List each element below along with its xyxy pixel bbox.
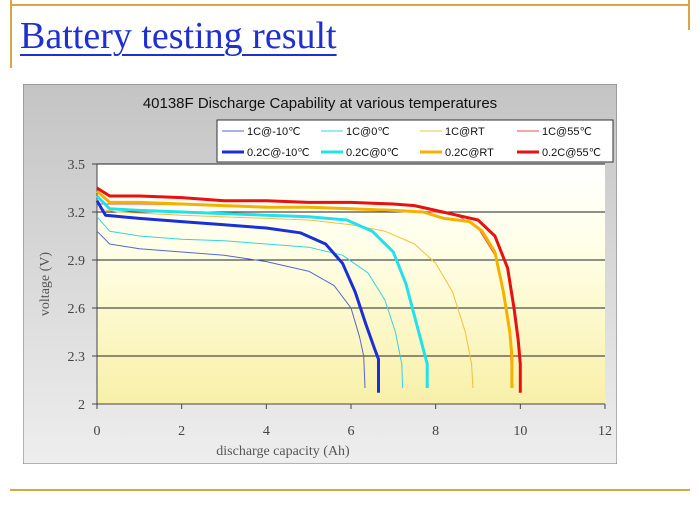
y-tick-label: 2.6	[68, 302, 86, 317]
series-line-5	[95, 194, 429, 388]
legend-label: 0.2C@0℃	[346, 147, 399, 159]
legend-label: 0.2C@55℃	[542, 147, 601, 159]
x-tick-label: 12	[598, 424, 612, 439]
slide-title: Battery testing result	[20, 15, 337, 57]
series-line-7	[96, 186, 522, 393]
slide-frame-right-rule	[688, 0, 690, 30]
x-tick-label: 10	[513, 424, 527, 439]
x-tick-label: 2	[178, 424, 185, 439]
legend-label: 1C@0℃	[346, 126, 390, 138]
legend-label: 0.2C@RT	[445, 147, 494, 159]
x-axis-label: discharge capacity (Ah)	[216, 444, 350, 459]
legend-label: 0.2C@-10℃	[247, 147, 310, 159]
y-tick-label: 3.5	[68, 158, 86, 173]
series-line-4	[95, 200, 380, 393]
series-line-0	[96, 230, 366, 389]
series-line-6	[96, 190, 514, 388]
legend-box	[216, 119, 614, 163]
y-axis-label: voltage (V)	[38, 252, 53, 316]
legend-label: 1C@-10℃	[247, 126, 300, 138]
slide-frame-top-rule	[10, 4, 690, 6]
y-tick-label: 2.9	[68, 254, 86, 269]
legend-label: 1C@55℃	[542, 126, 592, 138]
legend-label: 1C@RT	[445, 126, 485, 138]
y-tick-label: 3.2	[68, 206, 86, 221]
chart-title: 40138F Discharge Capability at various t…	[143, 95, 497, 112]
x-tick-label: 6	[348, 424, 355, 439]
x-tick-label: 0	[94, 424, 101, 439]
x-tick-label: 4	[263, 424, 270, 439]
y-tick-label: 2.3	[68, 350, 86, 365]
y-tick-label: 2	[78, 398, 85, 413]
series-line-2	[96, 208, 474, 389]
discharge-chart: 40138F Discharge Capability at various t…	[23, 84, 617, 464]
slide-bottom-rule	[10, 489, 690, 491]
series-line-1	[96, 216, 404, 389]
x-tick-label: 8	[432, 424, 439, 439]
slide-frame-left-rule	[10, 0, 12, 68]
